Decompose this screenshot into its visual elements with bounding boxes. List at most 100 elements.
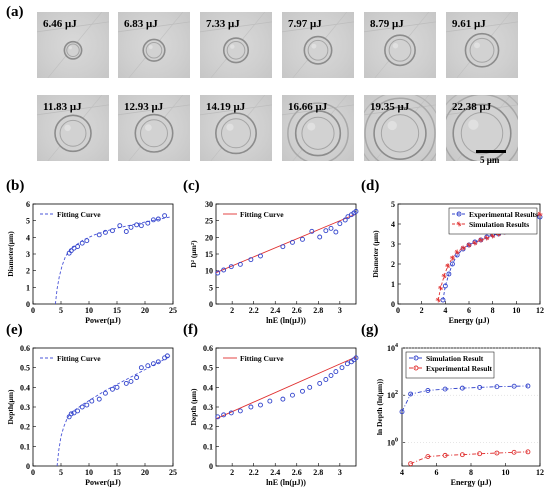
y-tick-label: 6 (26, 200, 30, 209)
tile-energy-label: 6.83 μJ (124, 18, 158, 30)
data-point (117, 223, 123, 229)
x-tick-label: 10 (85, 306, 93, 315)
crater-image (37, 12, 109, 78)
x-tick-label: 12 (536, 306, 544, 315)
x-axis-label: Power(μJ) (85, 478, 121, 487)
legend-entry: Experimental Results (469, 210, 538, 219)
y-tick-label: 0.2 (20, 423, 30, 432)
tile-energy-label: 19.35 μJ (370, 101, 410, 113)
data-point (68, 248, 74, 254)
y-tick-label: 0 (391, 300, 395, 309)
x-axis-label: Power(μJ) (85, 316, 121, 325)
crater-image (364, 95, 436, 161)
data-point (123, 380, 129, 386)
y-tick-label: 104 (387, 343, 398, 353)
crater-image (200, 12, 272, 78)
y-tick-label: 1 (26, 283, 30, 292)
y-tick-label: 5 (391, 200, 395, 209)
x-tick-label: 6 (435, 468, 439, 477)
x-tick-label: 2 (230, 468, 234, 477)
micrograph-tile: 6.46 μJ (37, 12, 109, 78)
x-tick-label: 2.4 (270, 306, 280, 315)
x-tick-label: 2.2 (249, 468, 259, 477)
x-tick-label: 10 (502, 468, 510, 477)
data-point (307, 384, 313, 390)
data-point (96, 232, 102, 238)
panel-label-b: (b) (6, 178, 25, 194)
y-tick-label: 0.4 (203, 383, 213, 392)
y-tick-label: 4 (26, 233, 30, 242)
data-point (84, 238, 90, 244)
data-point (459, 452, 465, 458)
x-tick-label: 2.8 (313, 306, 323, 315)
x-tick-label: 0 (396, 306, 400, 315)
x-tick-label: 8 (491, 306, 495, 315)
data-point (162, 213, 168, 219)
y-axis-label: Depth (μm) (189, 388, 198, 425)
series-line (54, 216, 171, 305)
x-tick-label: 10 (85, 468, 93, 477)
data-point (440, 297, 446, 303)
y-tick-label: 30 (205, 200, 213, 209)
y-tick-label: 0.5 (20, 364, 30, 373)
data-point (145, 363, 151, 369)
legend-box (37, 352, 95, 368)
data-point (215, 414, 221, 420)
data-point (323, 228, 329, 234)
data-point (537, 211, 543, 217)
series-line (56, 355, 171, 467)
micrograph-tile: 8.79 μJ (364, 12, 436, 78)
data-point (399, 409, 405, 415)
y-tick-label: 4 (391, 220, 395, 229)
legend-box (220, 208, 278, 224)
data-point (494, 450, 500, 456)
data-point (353, 355, 359, 361)
data-point (333, 369, 339, 375)
data-point (525, 383, 531, 389)
legend-entry: Simulation Results (469, 220, 529, 229)
tile-energy-label: 16.66 μJ (288, 101, 328, 113)
data-point (68, 411, 74, 417)
series-line (410, 451, 528, 465)
x-tick-label: 25 (169, 468, 177, 477)
data-point (145, 220, 151, 226)
data-point (413, 355, 419, 361)
micrograph-tile: 16.66 μJ (282, 95, 354, 161)
data-point (134, 375, 140, 380)
crater-image (282, 12, 354, 78)
legend-box (405, 351, 495, 379)
data-point (442, 386, 448, 392)
y-tick-label: 0.1 (203, 442, 213, 451)
series-line (215, 356, 357, 420)
data-point (477, 384, 483, 390)
data-point (221, 412, 227, 418)
micrograph-tile: 9.61 μJ (446, 12, 518, 78)
data-point (408, 461, 414, 467)
data-point (478, 237, 483, 243)
data-point (300, 388, 305, 394)
x-axis-label: lnE (ln(μJ)) (266, 478, 306, 487)
y-tick-label: 0.4 (20, 383, 30, 392)
chart-b-diameter-vs-power: 0 5 10 15 20 25 0 1 2 3 4 5 6 Power(μJ) Diameter(μm) Fi… (6, 200, 177, 325)
x-tick-label: 10 (512, 306, 520, 315)
x-tick-label: 2 (230, 306, 234, 315)
data-point (102, 390, 108, 396)
data-point (339, 365, 345, 371)
data-point (96, 396, 102, 402)
x-tick-label: 8 (469, 468, 473, 477)
legend-entry: Fitting Curve (240, 354, 284, 363)
legend-box (448, 207, 538, 235)
x-tick-label: 0 (31, 468, 35, 477)
micrograph-tile: 11.83 μJ (37, 95, 109, 161)
x-tick-label: 5 (59, 468, 63, 477)
y-tick-label: 0 (26, 300, 30, 309)
y-axis-label: ln Depth (ln(μm)) (375, 378, 384, 435)
data-point (436, 297, 441, 303)
micrograph-tile: 14.19 μJ (200, 95, 272, 161)
crater-image (200, 95, 272, 161)
y-tick-label: 0.3 (20, 403, 30, 412)
y-tick-label: 0.6 (203, 344, 213, 353)
data-point (138, 365, 144, 371)
data-point (267, 398, 273, 404)
tile-energy-label: 9.61 μJ (452, 18, 486, 30)
